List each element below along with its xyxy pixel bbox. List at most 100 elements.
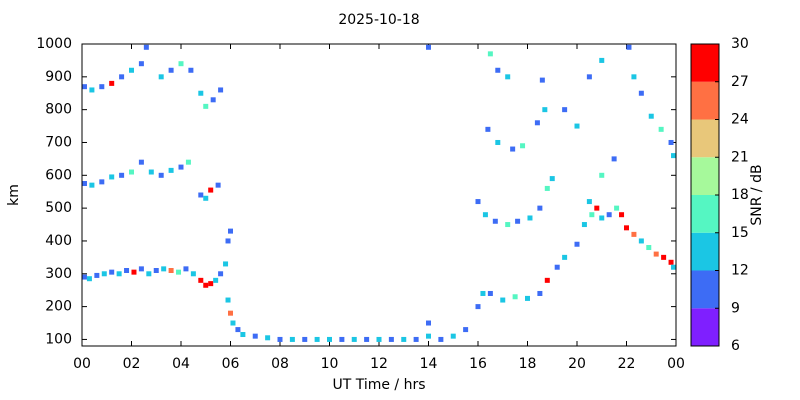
data-point	[302, 336, 308, 342]
colorbar-tick-label: 30	[731, 36, 749, 52]
x-axis-label: UT Time / hrs	[332, 377, 425, 393]
data-point	[183, 266, 189, 272]
data-point	[611, 156, 617, 162]
data-point	[228, 228, 233, 234]
data-point	[500, 297, 506, 303]
colorbar-tick-label: 21	[731, 149, 749, 165]
data-point	[109, 80, 115, 86]
data-point	[124, 268, 130, 273]
data-point	[589, 212, 595, 218]
colorbar-swatch	[691, 157, 719, 195]
data-point	[527, 215, 533, 221]
colorbar-tick-label: 27	[731, 74, 749, 90]
x-tick-label: 06	[222, 356, 240, 372]
data-point	[475, 304, 481, 310]
data-point	[168, 268, 174, 273]
data-point	[198, 90, 204, 96]
colorbar-swatch	[691, 195, 719, 233]
data-point	[653, 251, 659, 257]
colorbar-tick-label: 6	[731, 338, 740, 354]
data-point	[658, 126, 664, 132]
data-point	[520, 143, 526, 149]
data-point	[168, 167, 174, 173]
data-point	[438, 336, 444, 342]
data-point	[492, 218, 498, 224]
data-point	[314, 336, 320, 342]
data-point	[450, 333, 456, 339]
data-point	[539, 77, 545, 83]
data-point	[534, 120, 540, 126]
data-point	[129, 67, 134, 73]
data-point	[218, 271, 224, 277]
data-point	[544, 277, 550, 283]
data-point	[463, 327, 469, 333]
data-point	[225, 297, 231, 303]
x-tick-label: 08	[271, 356, 289, 372]
data-point	[542, 107, 548, 113]
data-point	[668, 259, 674, 265]
x-tick-label: 12	[370, 356, 388, 372]
colorbar-swatch	[691, 81, 719, 120]
plot-frame	[81, 43, 677, 347]
data-point	[525, 295, 530, 301]
data-point	[426, 320, 431, 326]
data-point	[485, 126, 491, 132]
data-point	[131, 269, 137, 275]
data-point	[562, 254, 568, 260]
data-point	[138, 159, 144, 165]
y-tick-label: 900	[45, 69, 72, 85]
x-tick-label: 00	[73, 356, 91, 372]
data-point	[631, 74, 637, 80]
x-tick-label: 10	[321, 356, 339, 372]
x-tick-label: 22	[618, 356, 636, 372]
data-point	[101, 271, 107, 277]
data-point	[480, 290, 486, 296]
data-point	[198, 277, 204, 283]
data-point	[178, 164, 184, 170]
x-tick-label: 04	[172, 356, 190, 372]
data-point	[148, 169, 154, 175]
x-tick-label: 00	[667, 356, 685, 372]
x-tick-label: 16	[469, 356, 487, 372]
data-point	[510, 146, 516, 152]
data-point	[376, 336, 382, 342]
x-tick-label: 02	[123, 356, 141, 372]
colorbar-swatch	[691, 119, 719, 158]
data-point	[668, 139, 674, 145]
data-point	[208, 187, 214, 193]
data-point	[89, 87, 95, 93]
data-point	[495, 67, 501, 73]
data-point	[235, 327, 241, 333]
data-point	[482, 212, 488, 218]
data-point	[178, 61, 184, 67]
data-point	[426, 44, 431, 50]
data-point	[81, 274, 87, 280]
colorbar-tick-label: 9	[731, 300, 740, 316]
data-point	[203, 195, 209, 201]
data-point	[265, 335, 271, 341]
data-point	[240, 332, 246, 338]
data-point	[648, 113, 654, 119]
data-point	[581, 222, 587, 228]
data-point	[495, 139, 501, 145]
data-point	[225, 238, 231, 244]
data-point	[208, 281, 214, 287]
y-tick-label: 1000	[36, 36, 72, 52]
data-point	[549, 176, 555, 182]
data-point	[158, 172, 164, 178]
data-point	[619, 212, 625, 218]
data-point	[119, 172, 125, 178]
data-point	[94, 272, 100, 278]
data-point	[631, 231, 637, 237]
data-point	[161, 266, 167, 272]
data-point	[624, 225, 629, 231]
data-point	[203, 103, 209, 109]
data-point	[109, 269, 115, 275]
colorbar-label: SNR / dB	[749, 164, 765, 225]
chart-title: 2025-10-18	[338, 12, 419, 28]
data-point	[574, 241, 580, 247]
data-point	[562, 107, 568, 113]
data-point	[661, 254, 667, 260]
data-point	[138, 61, 144, 67]
